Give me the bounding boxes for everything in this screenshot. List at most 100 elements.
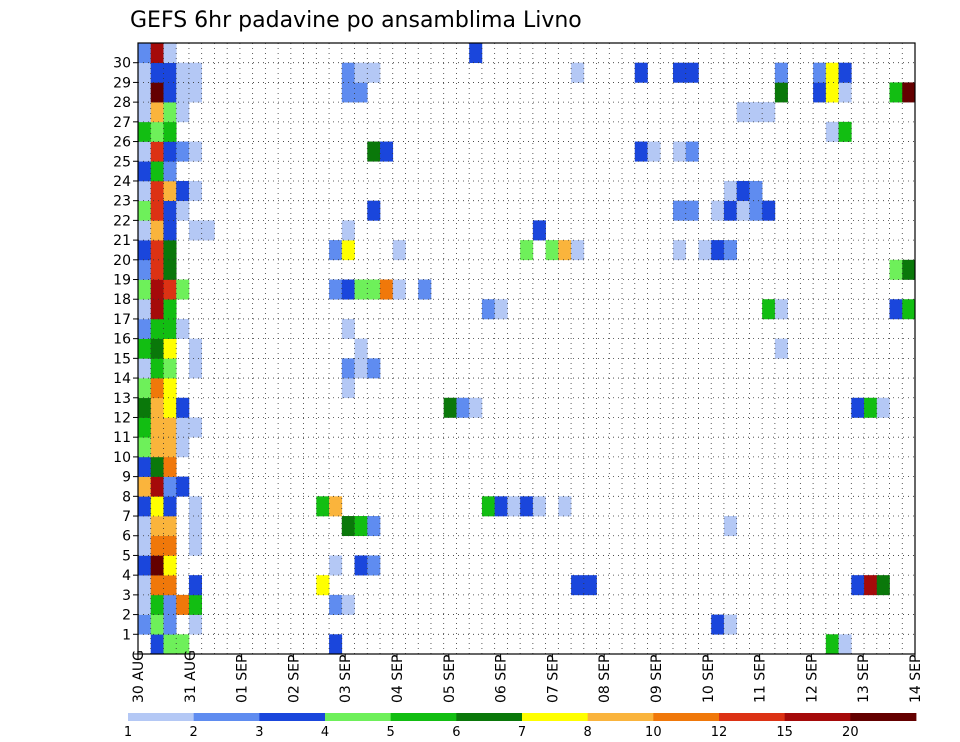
heatmap-cell bbox=[723, 516, 737, 537]
heatmap-cell bbox=[851, 575, 865, 596]
heatmap-cell bbox=[138, 220, 152, 241]
heatmap-cell bbox=[813, 62, 827, 83]
heatmap-cell bbox=[838, 62, 852, 83]
heatmap-cell bbox=[138, 437, 152, 458]
heatmap-cell bbox=[711, 614, 725, 635]
heatmap-cell bbox=[367, 555, 381, 576]
heatmap-cell bbox=[176, 437, 190, 458]
heatmap-cell bbox=[150, 634, 164, 655]
colorbar-label: 5 bbox=[387, 725, 395, 740]
heatmap-cell bbox=[176, 417, 190, 438]
heatmap-cell bbox=[341, 82, 355, 103]
heatmap-cell bbox=[176, 200, 190, 221]
heatmap-cell bbox=[138, 82, 152, 103]
heatmap-cell bbox=[902, 82, 916, 103]
y-tick-label: 19 bbox=[113, 273, 131, 289]
colorbar-label: 2 bbox=[190, 725, 198, 740]
colorbar-swatch bbox=[587, 713, 654, 721]
heatmap-cell bbox=[138, 476, 152, 497]
heatmap-cell bbox=[163, 456, 177, 477]
heatmap-cell bbox=[188, 358, 202, 379]
heatmap-cell bbox=[545, 240, 559, 261]
heatmap-cell bbox=[163, 180, 177, 201]
heatmap-cell bbox=[176, 279, 190, 300]
x-tick-label: 13 SEP bbox=[856, 655, 872, 703]
y-tick-label: 1 bbox=[122, 627, 131, 643]
heatmap-cell bbox=[163, 318, 177, 339]
y-tick-label: 20 bbox=[113, 253, 131, 269]
heatmap-cell bbox=[341, 240, 355, 261]
heatmap-cell bbox=[762, 299, 776, 320]
heatmap-cell bbox=[150, 43, 164, 64]
heatmap-cell bbox=[672, 62, 687, 83]
heatmap-cell bbox=[711, 200, 725, 221]
heatmap-cell bbox=[838, 82, 852, 103]
heatmap-cell bbox=[163, 437, 177, 458]
heatmap-cell bbox=[150, 516, 164, 537]
heatmap-cell bbox=[163, 358, 177, 379]
heatmap-cell bbox=[481, 299, 495, 320]
x-tick-label: 01 SEP bbox=[235, 655, 251, 703]
colorbar-label: 10 bbox=[645, 725, 662, 740]
y-tick-label: 29 bbox=[113, 75, 131, 91]
heatmap-cell bbox=[672, 141, 687, 162]
heatmap-cell bbox=[150, 220, 164, 241]
heatmap-cell bbox=[481, 496, 495, 517]
heatmap-cell bbox=[418, 279, 432, 300]
heatmap-cell bbox=[176, 141, 190, 162]
heatmap-cell bbox=[176, 634, 190, 655]
heatmap-cell bbox=[774, 62, 788, 83]
heatmap-cell bbox=[341, 516, 355, 537]
heatmap-cell bbox=[571, 62, 585, 83]
heatmap-cell bbox=[354, 338, 368, 359]
heatmap-cell bbox=[188, 82, 202, 103]
heatmap-cell bbox=[354, 279, 368, 300]
heatmap-cell bbox=[469, 397, 483, 418]
heatmap-cell bbox=[138, 358, 152, 379]
heatmap-cell bbox=[163, 43, 177, 64]
heatmap-cell bbox=[876, 397, 890, 418]
heatmap-cell bbox=[774, 82, 788, 103]
y-tick-label: 13 bbox=[113, 391, 131, 407]
heatmap-cell bbox=[825, 82, 839, 103]
heatmap-cell bbox=[150, 496, 164, 517]
colorbar-swatch bbox=[719, 713, 786, 721]
y-tick-label: 11 bbox=[113, 430, 131, 446]
y-tick-label: 17 bbox=[113, 312, 131, 328]
heatmap-cell bbox=[138, 378, 152, 399]
heatmap-cell bbox=[494, 496, 508, 517]
colorbar: 1 2 3 4 5 6 7 8 10 12 15 20 bbox=[124, 713, 917, 740]
heatmap-cell bbox=[813, 82, 827, 103]
heatmap-cell bbox=[889, 299, 903, 320]
heatmap-cell bbox=[163, 121, 177, 142]
y-tick-label: 14 bbox=[113, 371, 131, 387]
heatmap-cell bbox=[762, 102, 776, 123]
heatmap-cell bbox=[163, 417, 177, 438]
heatmap-cell bbox=[163, 614, 177, 635]
heatmap-cell bbox=[774, 299, 788, 320]
colorbar-swatch bbox=[325, 713, 392, 721]
heatmap-cell bbox=[138, 259, 152, 280]
heatmap-cell bbox=[163, 378, 177, 399]
heatmap-cell bbox=[825, 634, 839, 655]
grid-lines bbox=[137, 43, 915, 654]
heatmap-cell bbox=[138, 555, 152, 576]
plot-frame bbox=[137, 42, 916, 655]
colorbar-swatch bbox=[193, 713, 260, 721]
x-tick-label: 06 SEP bbox=[494, 655, 510, 703]
x-tick-label: 02 SEP bbox=[286, 655, 302, 703]
heatmap-cell bbox=[138, 240, 152, 261]
heatmap-cell bbox=[685, 141, 699, 162]
colorbar-swatch bbox=[522, 713, 589, 721]
colorbar-label: 15 bbox=[776, 725, 793, 740]
heatmap-cell bbox=[138, 180, 152, 201]
heatmap-cell bbox=[163, 102, 177, 123]
y-tick-label: 28 bbox=[113, 95, 131, 111]
heatmap-cell bbox=[163, 634, 177, 655]
heatmap-cell bbox=[456, 397, 470, 418]
colorbar-label: 1 bbox=[124, 725, 132, 740]
heatmap-cell bbox=[507, 496, 521, 517]
heatmap-cell bbox=[138, 299, 152, 320]
heatmap-cell bbox=[150, 259, 164, 280]
heatmap-cell bbox=[341, 62, 355, 83]
